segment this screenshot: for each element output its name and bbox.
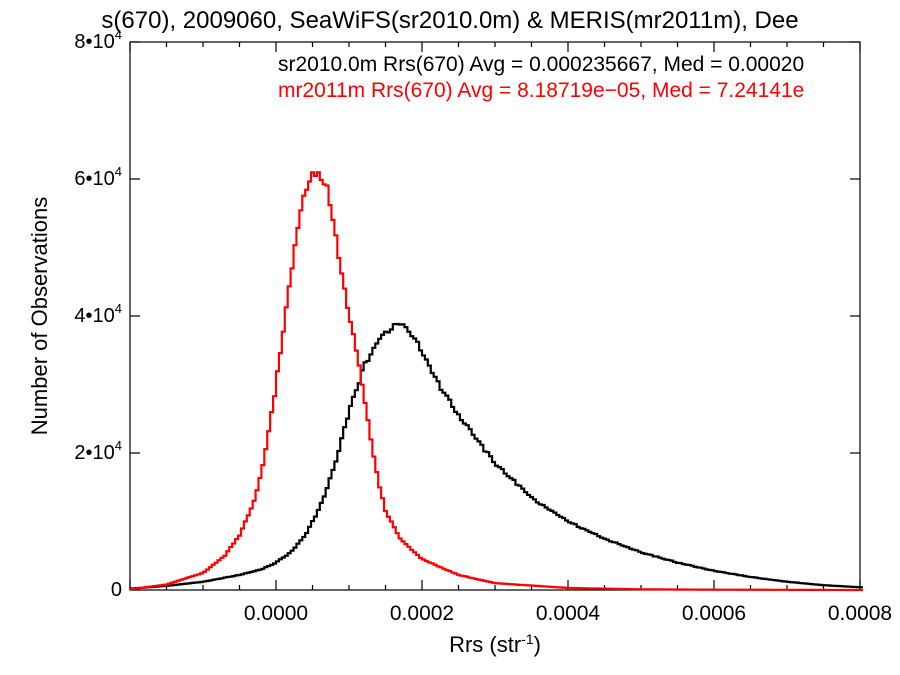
y-axis-label: Number of Observations [27,197,52,435]
x-axis-label-exponent: -1 [521,631,534,647]
y-tick-label: 2•104 [74,438,122,464]
y-axis: 0 2•104 4•104 6•104 8•104 [74,27,860,601]
plot-frame [129,41,861,591]
chart-title: s(670), 2009060, SeaWiFS(sr2010.0m) & ME… [101,7,798,34]
x-tick-label: 0.0002 [390,602,454,625]
x-axis-label-close: ) [534,632,541,657]
x-axis-label: Rrs (str-1) [449,631,541,657]
histogram-series-0 [130,322,863,590]
annotation-seawifs: sr2010.0m Rrs(670) Avg = 0.000235667, Me… [278,53,804,76]
x-tick-label: 0.0000 [244,602,308,625]
x-tick-label: 0.0004 [536,602,601,625]
series-group [130,171,863,592]
x-axis-label-main: Rrs (str [449,632,521,657]
y-tick-label: 0 [111,579,122,601]
histogram-series-1 [130,171,863,592]
y-tick-label: 4•104 [74,301,122,327]
annotation-meris: mr2011m Rrs(670) Avg = 8.18719e−05, Med … [278,79,804,102]
y-tick-label: 8•104 [74,27,122,53]
x-tick-label: 0.0008 [828,602,892,625]
x-axis: 0.0000 0.0002 0.0004 0.0006 0.0008 [129,42,892,625]
x-tick-label: 0.0006 [682,602,746,625]
y-tick-label: 6•104 [74,164,122,190]
